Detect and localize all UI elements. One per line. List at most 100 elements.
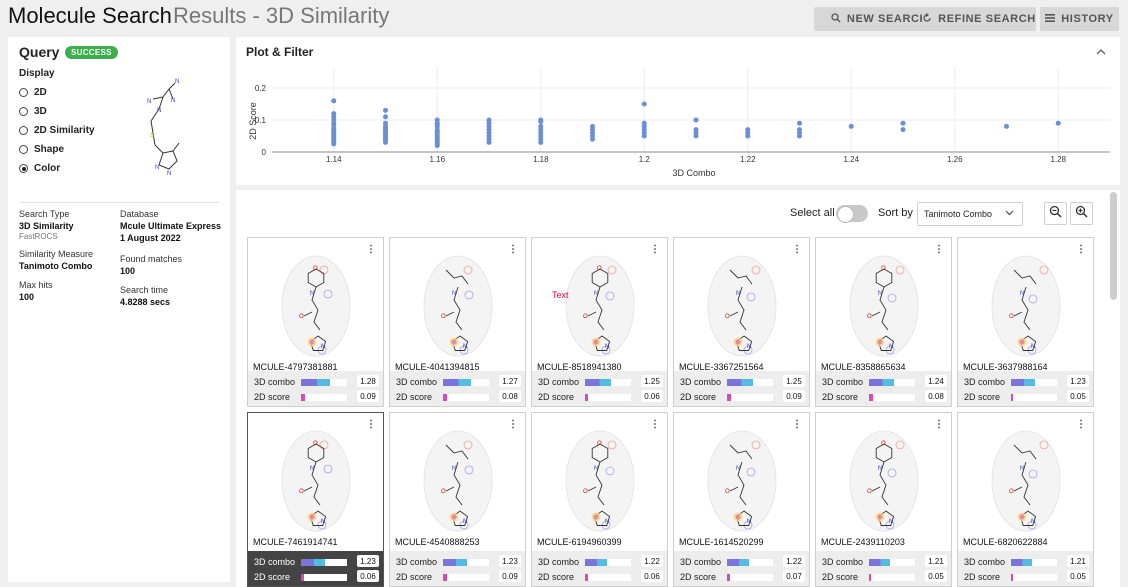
2d-score-label: 2D score: [964, 392, 1001, 402]
chevron-up-icon[interactable]: [1096, 45, 1106, 59]
2d-score-label: 2D score: [396, 392, 433, 402]
2d-score-row: 2D score: [254, 392, 347, 402]
search-icon: [831, 12, 841, 26]
combo-score-bar: [869, 558, 915, 566]
data-point[interactable]: [434, 143, 440, 149]
result-card[interactable]: ⋮ N O N O MCULE-6194960399 3D combo 1.22 2D scor…: [531, 412, 668, 587]
more-options-icon[interactable]: ⋮: [366, 244, 376, 255]
combo-score-row: 3D combo: [538, 377, 631, 387]
zoom-in-button[interactable]: [1070, 202, 1093, 225]
more-options-icon[interactable]: ⋮: [934, 419, 944, 430]
display-option-shape[interactable]: Shape: [19, 144, 64, 155]
combo-score-bar: [1011, 378, 1057, 386]
more-options-icon[interactable]: ⋮: [792, 419, 802, 430]
2d-score-value: 0.05: [925, 570, 947, 582]
data-point[interactable]: [383, 107, 388, 113]
data-point[interactable]: [797, 133, 802, 139]
2d-score-bar: [301, 393, 347, 401]
display-option-3d[interactable]: 3D: [19, 106, 47, 117]
data-point[interactable]: [331, 98, 337, 104]
result-card[interactable]: ⋮ N O N MCULE-4041394815 3D combo 1.27 2D score…: [389, 237, 526, 407]
result-card[interactable]: ⋮ N O N MCULE-3637988164 3D combo 1.23 2D score…: [957, 237, 1094, 407]
data-point[interactable]: [797, 120, 802, 126]
more-options-icon[interactable]: ⋮: [366, 419, 376, 430]
data-point[interactable]: [693, 117, 699, 123]
data-point[interactable]: [486, 139, 492, 145]
result-card[interactable]: ⋮ N O N MCULE-1614520299 3D combo 1.22 2D score…: [673, 412, 810, 587]
data-point[interactable]: [383, 114, 388, 120]
result-card[interactable]: ⋮ N O N O MCULE-8358865634 3D combo 1.24 2D scor…: [815, 237, 952, 407]
sort-select[interactable]: Tanimoto Combo: [917, 202, 1023, 226]
svg-text:N: N: [147, 99, 151, 105]
molecule-id: MCULE-2439110203: [821, 537, 905, 547]
molecule-structure: N O N: [408, 250, 508, 367]
score-panel: 3D combo 1.25 2D score 0.09: [674, 371, 809, 406]
display-option-2d-similarity[interactable]: 2D Similarity: [19, 125, 95, 136]
2d-score-bar-fill: [585, 393, 588, 401]
result-card[interactable]: ⋮ N O N MCULE-6820622884 3D combo 1.21 2D score…: [957, 412, 1094, 587]
database-date: 1 August 2022: [120, 233, 181, 243]
more-options-icon[interactable]: ⋮: [1076, 419, 1086, 430]
data-point[interactable]: [900, 120, 906, 126]
data-point[interactable]: [900, 127, 906, 133]
data-point[interactable]: [745, 133, 751, 139]
combo-score-label: 3D combo: [538, 377, 580, 387]
plot-title: Plot & Filter: [246, 45, 314, 59]
more-options-icon[interactable]: ⋮: [934, 244, 944, 255]
result-card[interactable]: ⋮ N O N MCULE-4540888253 3D combo 1.23 2D score…: [389, 412, 526, 587]
data-point[interactable]: [538, 119, 544, 125]
zoom-out-button[interactable]: [1044, 202, 1067, 225]
search-time-value: 4.8288 secs: [120, 297, 171, 307]
x-tick-label: 1.26: [947, 155, 963, 164]
scrollbar[interactable]: [1110, 192, 1117, 300]
more-options-icon[interactable]: ⋮: [508, 419, 518, 430]
data-point[interactable]: [848, 123, 854, 129]
radio-button[interactable]: [19, 88, 28, 97]
data-point[interactable]: [590, 136, 595, 142]
zoom-out-icon: [1049, 205, 1062, 223]
data-point[interactable]: [538, 139, 544, 145]
result-card[interactable]: ⋮ N O N O MCULE-7461914741 3D combo 1.23 2D scor…: [247, 412, 384, 587]
data-point[interactable]: [1004, 123, 1009, 129]
more-options-icon[interactable]: ⋮: [508, 244, 518, 255]
2d-score-label: 2D score: [822, 392, 859, 402]
combo-score-row: 3D combo: [822, 377, 915, 387]
data-point[interactable]: [1055, 120, 1061, 126]
score-panel: 3D combo 1.24 2D score 0.08: [816, 371, 951, 406]
2d-score-row: 2D score: [396, 572, 489, 582]
radio-button-selected[interactable]: [19, 164, 28, 173]
radio-button[interactable]: [19, 145, 28, 154]
2d-score-value: 0.09: [783, 390, 805, 402]
combo-score-bar-fill: [443, 558, 467, 566]
result-card[interactable]: ⋮ N O N MCULE-3367251564 3D combo 1.25 2D score…: [673, 237, 810, 407]
svg-text:O: O: [441, 314, 446, 320]
more-options-icon[interactable]: ⋮: [1076, 244, 1086, 255]
select-all-toggle[interactable]: [836, 205, 868, 223]
result-card[interactable]: ⋮ N O N O MCULE-8518941380 3D combo 1.25 2D scor…: [531, 237, 668, 407]
scatter-plot[interactable]: 1.14 1.16 1.18 1.2 1.22 1.24 1.26 1.28 0.2 0.1 0 3…: [236, 37, 1120, 185]
data-point[interactable]: [641, 101, 647, 107]
radio-button[interactable]: [19, 126, 28, 135]
result-card[interactable]: ⋮ N O N O MCULE-2439110203 3D combo 1.21 2D scor…: [815, 412, 952, 587]
display-option-color[interactable]: Color: [19, 163, 60, 174]
data-point[interactable]: [693, 133, 699, 139]
score-panel: 3D combo 1.27 2D score 0.08: [390, 371, 525, 406]
combo-score-value: 1.22: [641, 555, 663, 567]
molecule-id: MCULE-4797381881: [253, 362, 338, 372]
data-point[interactable]: [383, 139, 388, 145]
combo-score-row: 3D combo: [680, 557, 773, 567]
display-option-2d[interactable]: 2D: [19, 87, 47, 98]
combo-score-bar-fill: [1011, 378, 1035, 386]
more-options-icon[interactable]: ⋮: [650, 419, 660, 430]
data-point[interactable]: [331, 141, 337, 147]
history-button[interactable]: HISTORY: [1040, 7, 1119, 31]
more-options-icon[interactable]: ⋮: [650, 244, 660, 255]
result-card[interactable]: ⋮ N O N O MCULE-4797381881 3D combo 1.28 2D scor…: [247, 237, 384, 407]
combo-score-value: 1.23: [1067, 375, 1089, 387]
refine-search-button[interactable]: REFINE SEARCH: [922, 7, 1036, 31]
radio-button[interactable]: [19, 107, 28, 116]
2d-score-label: 2D score: [680, 392, 717, 402]
data-point[interactable]: [641, 133, 647, 139]
sort-label: Sort by: [878, 207, 913, 219]
more-options-icon[interactable]: ⋮: [792, 244, 802, 255]
